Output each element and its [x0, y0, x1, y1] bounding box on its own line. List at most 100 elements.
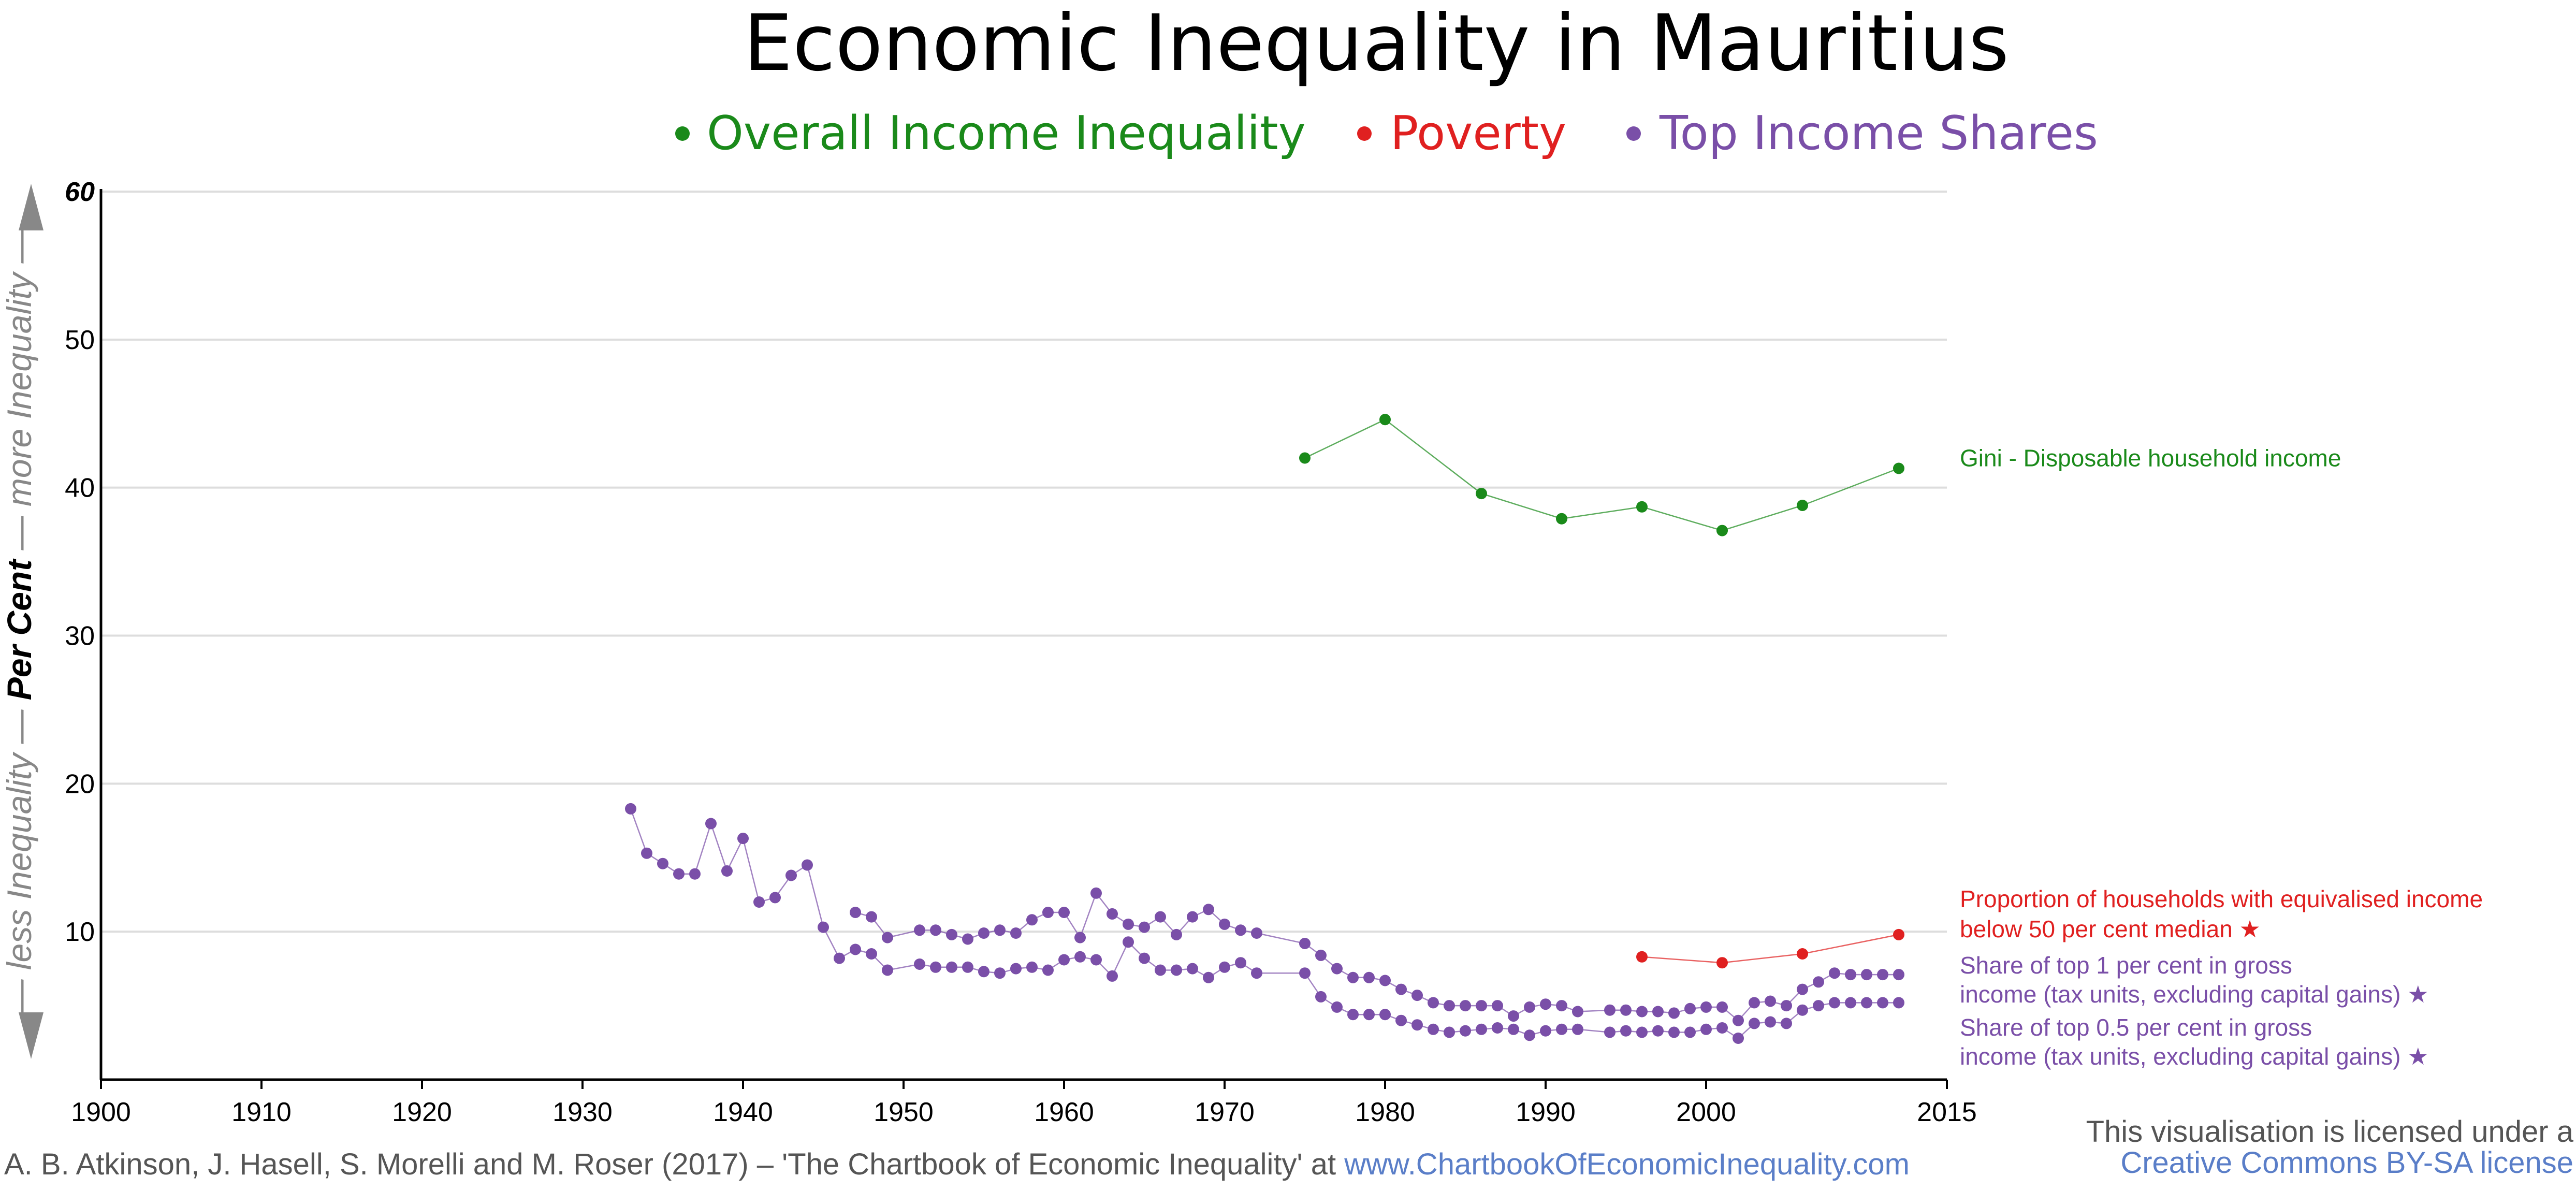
data-point — [1444, 1026, 1455, 1038]
data-point — [1524, 1029, 1535, 1041]
data-point — [1893, 997, 1904, 1009]
data-point — [930, 924, 941, 936]
citation-link[interactable]: www.ChartbookOfEconomicInequality.com — [1344, 1148, 1910, 1181]
citation: A. B. Atkinson, J. Hasell, S. Morelli an… — [4, 1148, 1910, 1181]
series-1 — [1636, 928, 1904, 969]
data-point — [1716, 1001, 1728, 1013]
data-point — [1026, 961, 1038, 973]
data-point — [1010, 963, 1022, 975]
data-point — [769, 892, 781, 904]
data-point — [930, 961, 941, 973]
data-point — [1572, 1023, 1583, 1035]
data-point — [1765, 1016, 1776, 1028]
data-point — [705, 818, 717, 830]
data-point — [1668, 1026, 1680, 1038]
data-point — [1363, 971, 1375, 983]
data-point — [1476, 488, 1487, 500]
data-point — [1042, 964, 1054, 976]
data-point — [1235, 957, 1246, 969]
data-point — [737, 833, 749, 845]
series-layer — [625, 414, 1904, 1044]
x-tick-label: 1950 — [874, 1097, 934, 1127]
data-point — [1010, 927, 1022, 939]
data-point — [1379, 1009, 1391, 1021]
data-point — [1219, 961, 1230, 973]
data-point — [1845, 969, 1856, 981]
data-point — [1155, 964, 1166, 976]
data-point — [1652, 1006, 1664, 1018]
legend-label-overall: Overall Income Inequality — [707, 106, 1306, 161]
series-0 — [1299, 414, 1904, 536]
data-point — [1861, 997, 1872, 1009]
legend-marker-poverty — [1357, 126, 1372, 141]
data-point — [850, 943, 861, 955]
data-point — [1315, 949, 1327, 961]
data-point — [914, 924, 925, 936]
x-tick-label: 1980 — [1355, 1097, 1415, 1127]
data-point — [1026, 914, 1038, 926]
data-point — [1829, 967, 1840, 979]
data-point — [850, 907, 861, 918]
data-point — [1797, 983, 1808, 995]
x-tick-labels: 1900 1910 1920 1930 1940 1950 1960 1970 1980 1990… — [71, 1097, 1977, 1127]
data-point — [1219, 918, 1230, 930]
data-point — [785, 869, 797, 881]
data-point — [1893, 462, 1904, 474]
data-point — [1733, 1014, 1744, 1026]
data-point — [946, 928, 957, 940]
series-label: Proportion of households with equivalise… — [1960, 885, 2483, 912]
data-point — [673, 868, 685, 880]
data-point — [1090, 954, 1102, 966]
data-point — [1363, 1009, 1375, 1021]
data-point — [625, 803, 636, 815]
data-point — [1074, 932, 1086, 943]
legend-marker-overall — [675, 126, 690, 141]
data-point — [1203, 971, 1214, 983]
data-point — [1235, 924, 1246, 936]
data-point — [914, 958, 925, 970]
data-point — [1797, 948, 1808, 960]
series-line — [1304, 418, 1899, 531]
data-point — [1877, 997, 1888, 1009]
data-point — [1684, 1026, 1696, 1038]
data-point — [978, 966, 989, 978]
data-point — [1139, 921, 1150, 933]
x-tick-label: 1970 — [1195, 1097, 1255, 1127]
data-point — [1636, 1026, 1648, 1038]
data-point — [1331, 963, 1343, 975]
y-axis-label-more: more Inequality — [0, 271, 38, 506]
data-point — [1716, 957, 1728, 969]
license-link[interactable]: Creative Commons BY-SA license — [2120, 1146, 2573, 1180]
data-point — [802, 859, 813, 871]
data-point — [882, 932, 893, 943]
data-point — [1299, 938, 1311, 949]
y-tick-label: 40 — [65, 473, 95, 503]
data-point — [946, 961, 957, 973]
series-label: Share of top 0.5 per cent in gross — [1960, 1014, 2312, 1041]
data-point — [1749, 1018, 1760, 1029]
series-line — [1641, 934, 1899, 964]
series-label: income (tax units, excluding capital gai… — [1960, 981, 2428, 1008]
data-point — [1379, 975, 1391, 986]
data-point — [1460, 1000, 1471, 1012]
data-point — [1716, 525, 1728, 536]
chart-title: Economic Inequality in Mauritius — [744, 0, 2009, 89]
data-point — [1684, 1003, 1696, 1014]
data-point — [753, 896, 765, 908]
data-point — [978, 927, 989, 939]
data-point — [1524, 1001, 1535, 1013]
data-point — [1668, 1007, 1680, 1019]
y-tick-label: 50 — [65, 325, 95, 355]
down-arrow-icon — [19, 1012, 43, 1059]
x-tick-label: 1960 — [1034, 1097, 1094, 1127]
data-point — [1797, 500, 1808, 511]
data-point — [1765, 995, 1776, 1007]
data-point — [1700, 1001, 1712, 1013]
series-label: Gini - Disposable household income — [1960, 445, 2341, 472]
data-point — [1861, 969, 1872, 981]
data-point — [1251, 967, 1262, 979]
y-tick-label: 30 — [65, 621, 95, 651]
data-point — [1123, 936, 1134, 948]
data-point — [1107, 908, 1118, 920]
